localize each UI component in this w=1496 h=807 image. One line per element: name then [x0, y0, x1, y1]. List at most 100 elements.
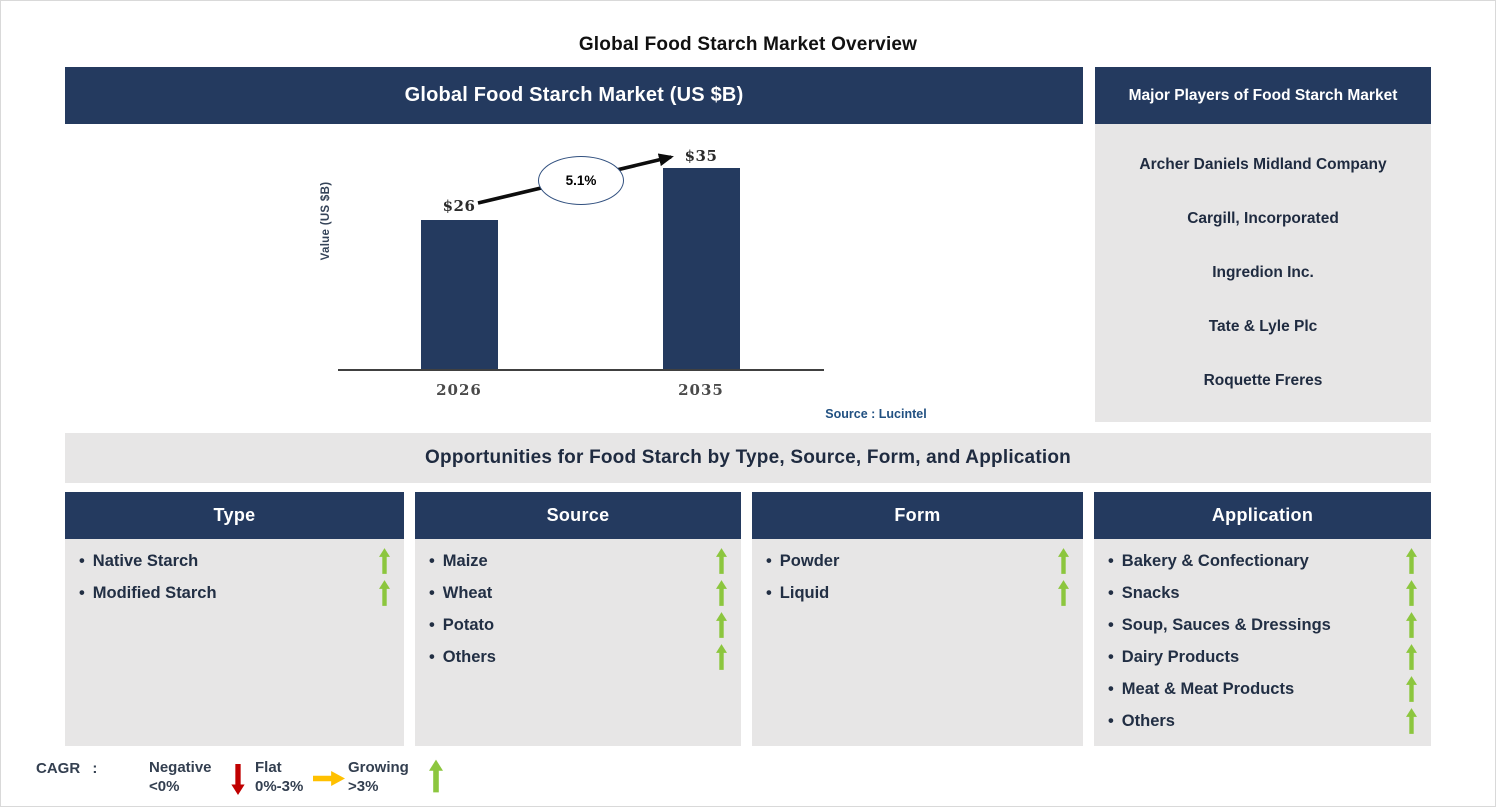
bullet: • [79, 583, 85, 602]
list-item: • Others [415, 641, 741, 673]
chart-panel-header: Global Food Starch Market (US $B) [65, 67, 1083, 124]
opportunities-title: Opportunities for Food Starch by Type, S… [425, 447, 1071, 468]
up-arrow-icon [716, 644, 727, 670]
bullet: • [429, 583, 435, 602]
column-header-type: Type [65, 492, 404, 539]
list-item-label: • Powder [766, 551, 840, 570]
bar-value-label: $26 [442, 197, 476, 215]
page-title: Global Food Starch Market Overview [578, 34, 918, 55]
bullet: • [766, 551, 772, 570]
bullet: • [1108, 679, 1114, 698]
cagr-legend-label: CAGR : [36, 760, 98, 777]
cagr-legend: CAGR : Negative <0% Flat 0%-3% Growing >3% [1, 752, 561, 804]
list-item: • Potato [415, 609, 741, 641]
legend-item-flat: Flat 0%-3% [255, 758, 303, 796]
up-arrow-icon [1058, 580, 1069, 606]
legend-item-range: 0%-3% [255, 778, 304, 795]
list-item: • Modified Starch [65, 577, 404, 609]
up-arrow-icon [716, 612, 727, 638]
cagr-ellipse: 5.1% [538, 156, 624, 205]
legend-item-range: <0% [149, 778, 180, 795]
column-header-form: Form [752, 492, 1083, 539]
up-arrow-icon [1406, 676, 1417, 702]
opportunities-band: Opportunities for Food Starch by Type, S… [65, 433, 1431, 483]
list-item-label: • Wheat [429, 583, 493, 602]
column-body: • Native Starch • Modified Starch [65, 539, 404, 746]
up-arrow-icon [1406, 708, 1417, 734]
up-arrow-icon [379, 548, 390, 574]
legend-item-name: Negative [149, 759, 212, 776]
list-item: • Bakery & Confectionary [1094, 545, 1431, 577]
bullet: • [429, 551, 435, 570]
column-header-source: Source [415, 492, 741, 539]
bar-2035 [663, 168, 740, 370]
list-item: • Others [1094, 705, 1431, 737]
list-item-label: • Modified Starch [79, 583, 217, 602]
list-item-label: • Soup, Sauces & Dressings [1108, 615, 1331, 634]
player-name: Cargill, Incorporated [1187, 210, 1339, 228]
up-arrow-icon [1058, 548, 1069, 574]
legend-item-name: Growing [348, 759, 409, 776]
bullet: • [1108, 615, 1114, 634]
bar-2026 [421, 220, 498, 370]
up-arrow-icon [716, 580, 727, 606]
bullet: • [429, 647, 435, 666]
up-arrow-icon [716, 548, 727, 574]
bullet: • [429, 615, 435, 634]
list-item-label: • Maize [429, 551, 488, 570]
list-item-label: • Others [1108, 711, 1175, 730]
list-item: • Meat & Meat Products [1094, 673, 1431, 705]
column-body: • Bakery & Confectionary • Snacks • Soup, Sau… [1094, 539, 1431, 746]
opportunity-column-form: Form • Powder • Liquid [752, 492, 1083, 746]
bar-value-label: $35 [684, 147, 718, 165]
column-header-application: Application [1094, 492, 1431, 539]
chart-panel-title: Global Food Starch Market (US $B) [404, 84, 744, 106]
list-item-label: • Meat & Meat Products [1108, 679, 1295, 698]
bullet: • [1108, 551, 1114, 570]
column-body: • Powder • Liquid [752, 539, 1083, 746]
list-item: • Dairy Products [1094, 641, 1431, 673]
x-axis-tick-label: 2035 [678, 381, 724, 399]
bullet: • [1108, 711, 1114, 730]
player-name: Tate & Lyle Plc [1208, 318, 1318, 336]
list-item: • Powder [752, 545, 1083, 577]
list-item: • Liquid [752, 577, 1083, 609]
list-item-label: • Potato [429, 615, 495, 634]
opportunity-column-type: Type • Native Starch • Modified Starch [65, 492, 404, 746]
list-item-label: • Bakery & Confectionary [1108, 551, 1309, 570]
up-arrow-icon [1406, 580, 1417, 606]
up-arrow-icon [1406, 548, 1417, 574]
player-name: Archer Daniels Midland Company [1139, 156, 1387, 174]
list-item: • Native Starch [65, 545, 404, 577]
right-arrow-icon [313, 771, 345, 791]
list-item-label: • Snacks [1108, 583, 1180, 602]
player-name: Roquette Freres [1203, 372, 1323, 390]
cagr-value: 5.1% [565, 173, 597, 188]
legend-item-growing: Growing >3% [348, 758, 409, 796]
up-arrow-icon [379, 580, 390, 606]
major-players-list: Archer Daniels Midland Company Cargill, I… [1095, 124, 1431, 422]
list-item-label: • Liquid [766, 583, 830, 602]
x-axis-line [338, 369, 824, 371]
major-players-panel: Major Players of Food Starch Market Arch… [1095, 67, 1431, 422]
bullet: • [1108, 647, 1114, 666]
list-item-label: • Others [429, 647, 496, 666]
list-item: • Snacks [1094, 577, 1431, 609]
major-players-header: Major Players of Food Starch Market [1095, 67, 1431, 124]
x-axis-tick-label: 2026 [436, 381, 482, 399]
list-item-label: • Native Starch [79, 551, 199, 570]
chart-source: Source : Lucintel [825, 407, 927, 421]
legend-item-negative: Negative <0% [149, 758, 212, 796]
player-name: Ingredion Inc. [1212, 264, 1314, 282]
legend-item-range: >3% [348, 778, 379, 795]
up-arrow-icon [429, 758, 443, 799]
down-arrow-icon [231, 764, 245, 800]
up-arrow-icon [1406, 644, 1417, 670]
y-axis-label: Value (US $B) [320, 181, 332, 261]
bullet: • [79, 551, 85, 570]
legend-item-name: Flat [255, 759, 282, 776]
opportunity-column-application: Application • Bakery & Confectionary • Snack… [1094, 492, 1431, 746]
up-arrow-icon [1406, 612, 1417, 638]
list-item: • Wheat [415, 577, 741, 609]
